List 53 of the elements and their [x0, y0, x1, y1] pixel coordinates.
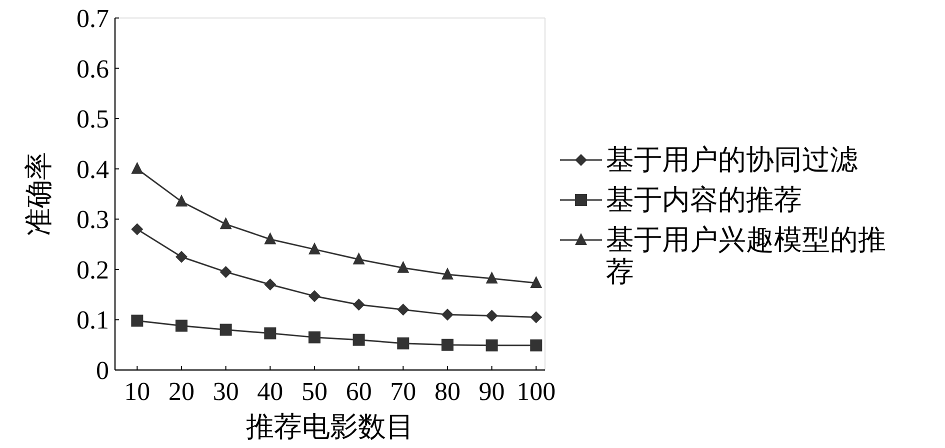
point [264, 278, 276, 291]
x-tick-label: 90 [478, 377, 505, 406]
point [530, 339, 542, 352]
point [486, 310, 498, 322]
point [220, 266, 232, 278]
legend-label: 基于用户的协同过滤 [606, 145, 858, 176]
legend-label: 基于用户兴趣模型的推荐 [606, 225, 886, 288]
point [131, 162, 144, 174]
x-axis-title: 推荐电影数目 [246, 412, 414, 443]
y-tick-label: 0.7 [76, 4, 109, 33]
point [264, 232, 276, 244]
point [352, 298, 365, 311]
point [131, 223, 144, 236]
legend-label: 基于内容的推荐 [606, 185, 802, 216]
x-tick-label: 30 [212, 377, 239, 406]
y-tick-label: 0.5 [76, 104, 109, 134]
point [175, 250, 188, 263]
point [131, 314, 144, 327]
x-tick-label: 50 [301, 377, 328, 406]
y-tick-label: 0.1 [76, 306, 109, 335]
point [175, 194, 188, 207]
point [352, 334, 365, 346]
point [308, 242, 320, 254]
point [397, 337, 410, 350]
point [441, 267, 454, 280]
point [530, 276, 542, 288]
x-tick-label: 100 [516, 377, 556, 406]
point [530, 311, 542, 324]
point [220, 324, 232, 336]
point [308, 290, 320, 302]
point [352, 252, 365, 264]
x-tick-label: 60 [346, 377, 372, 406]
point [264, 327, 276, 340]
y-tick-label: 0.4 [76, 154, 109, 184]
y-tick-label: 0.2 [76, 255, 109, 284]
point [397, 260, 410, 273]
y-tick-label: 0.3 [76, 205, 109, 234]
x-tick-label: 80 [434, 377, 460, 406]
y-tick-label: 0.6 [76, 54, 109, 84]
x-tick-label: 10 [124, 377, 150, 406]
y-axis-title: 准确率 [24, 152, 55, 236]
point [486, 339, 498, 352]
point [486, 271, 498, 284]
y-tick-label: 0 [96, 356, 109, 385]
point [220, 217, 232, 230]
point [175, 320, 188, 332]
x-tick-label: 70 [390, 377, 416, 406]
point [397, 304, 410, 316]
point [308, 331, 320, 344]
point [441, 338, 454, 351]
x-tick-label: 40 [257, 377, 284, 406]
x-tick-label: 20 [168, 377, 194, 406]
point [441, 308, 454, 321]
